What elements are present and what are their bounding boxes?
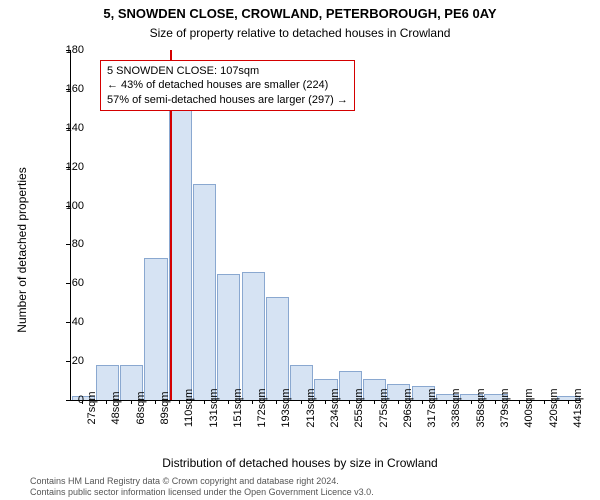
x-tick-label: 317sqm <box>426 388 438 427</box>
y-tick-label: 60 <box>44 277 84 289</box>
x-tick-label: 255sqm <box>353 388 365 427</box>
x-tick-mark <box>544 400 545 404</box>
x-tick-mark <box>325 400 326 404</box>
x-tick-label: 68sqm <box>135 391 147 424</box>
x-tick-mark <box>106 400 107 404</box>
x-axis-label: Distribution of detached houses by size … <box>0 456 600 470</box>
histogram-bar <box>242 272 265 400</box>
x-tick-label: 110sqm <box>183 389 195 427</box>
footer-line: Contains public sector information licen… <box>30 487 374 498</box>
attribution-footer: Contains HM Land Registry data © Crown c… <box>30 476 374 498</box>
footer-line: Contains HM Land Registry data © Crown c… <box>30 476 374 487</box>
y-tick-mark <box>66 244 70 245</box>
x-tick-label: 89sqm <box>159 391 171 424</box>
y-tick-label: 100 <box>44 200 84 212</box>
x-tick-mark <box>82 400 83 404</box>
x-tick-mark <box>252 400 253 404</box>
x-tick-label: 379sqm <box>499 388 511 427</box>
histogram-bar <box>266 297 289 400</box>
y-tick-mark <box>66 322 70 323</box>
histogram-bar <box>193 184 216 400</box>
y-tick-label: 160 <box>44 83 84 95</box>
x-tick-mark <box>519 400 520 404</box>
x-tick-label: 420sqm <box>548 388 560 427</box>
x-tick-label: 234sqm <box>329 388 341 427</box>
x-tick-label: 27sqm <box>86 391 98 424</box>
x-tick-mark <box>568 400 569 404</box>
x-tick-label: 400sqm <box>523 388 535 427</box>
x-tick-label: 338sqm <box>450 388 462 427</box>
x-tick-mark <box>422 400 423 404</box>
y-tick-label: 80 <box>44 238 84 250</box>
histogram-bar <box>217 274 240 400</box>
x-tick-mark <box>204 400 205 404</box>
y-tick-mark <box>66 167 70 168</box>
y-tick-label: 0 <box>44 394 84 406</box>
y-tick-mark <box>66 50 70 51</box>
y-tick-mark <box>66 400 70 401</box>
x-tick-label: 358sqm <box>475 388 487 427</box>
annotation-line: 57% of semi-detached houses are larger (… <box>107 93 348 107</box>
x-tick-mark <box>349 400 350 404</box>
x-tick-mark <box>228 400 229 404</box>
x-tick-mark <box>495 400 496 404</box>
x-tick-mark <box>398 400 399 404</box>
x-tick-mark <box>276 400 277 404</box>
histogram-bar <box>144 258 167 400</box>
x-tick-label: 151sqm <box>232 388 244 427</box>
x-tick-mark <box>471 400 472 404</box>
x-tick-label: 275sqm <box>378 388 390 427</box>
x-tick-mark <box>374 400 375 404</box>
x-tick-label: 48sqm <box>110 391 122 424</box>
x-tick-label: 131sqm <box>208 388 220 427</box>
y-tick-mark <box>66 128 70 129</box>
x-tick-mark <box>131 400 132 404</box>
x-tick-mark <box>179 400 180 404</box>
y-tick-mark <box>66 361 70 362</box>
x-tick-mark <box>446 400 447 404</box>
y-tick-mark <box>66 283 70 284</box>
x-tick-label: 441sqm <box>572 388 584 427</box>
x-tick-label: 213sqm <box>305 388 317 427</box>
annotation-line: 5 SNOWDEN CLOSE: 107sqm <box>107 64 348 78</box>
annotation-line: ← 43% of detached houses are smaller (22… <box>107 78 348 92</box>
chart-subtitle: Size of property relative to detached ho… <box>0 26 600 40</box>
x-tick-mark <box>155 400 156 404</box>
x-tick-label: 172sqm <box>256 388 268 427</box>
y-tick-mark <box>66 206 70 207</box>
chart-title: 5, SNOWDEN CLOSE, CROWLAND, PETERBOROUGH… <box>0 6 600 21</box>
y-tick-label: 140 <box>44 122 84 134</box>
x-tick-label: 296sqm <box>402 388 414 427</box>
annotation-box: 5 SNOWDEN CLOSE: 107sqm← 43% of detached… <box>100 60 355 111</box>
y-tick-label: 120 <box>44 161 84 173</box>
x-tick-label: 193sqm <box>280 388 292 427</box>
x-tick-mark <box>301 400 302 404</box>
y-tick-label: 180 <box>44 44 84 56</box>
y-tick-mark <box>66 89 70 90</box>
y-tick-label: 40 <box>44 316 84 328</box>
y-tick-label: 20 <box>44 355 84 367</box>
